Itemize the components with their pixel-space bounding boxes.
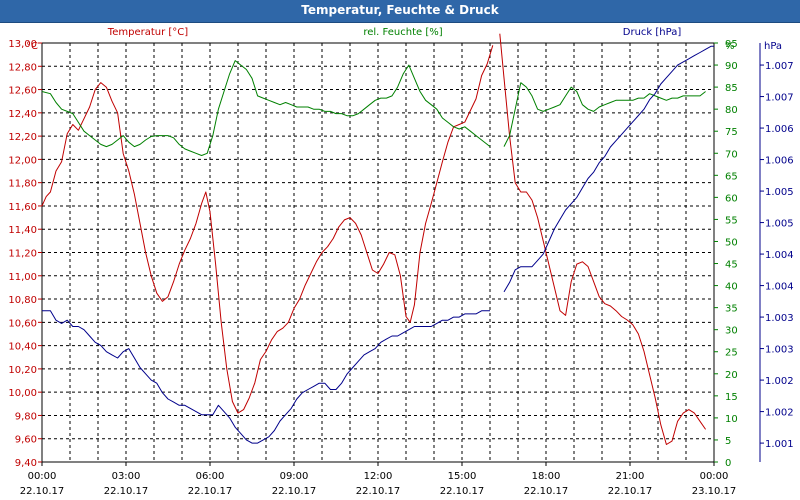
- humidity-series-line: rel. Feuchte [%]: [41, 60, 491, 156]
- humidity-tick-label: 70: [725, 149, 738, 160]
- temperature-tick-label: 11,60: [8, 202, 37, 213]
- x-tick-time: 03:00: [112, 471, 141, 482]
- x-tick-date: 23.10.17: [692, 486, 737, 497]
- pressure-tick-label: 1.003: [765, 313, 794, 324]
- temperature-tick-label: 11,40: [8, 225, 37, 236]
- humidity-tick-label: 30: [725, 326, 738, 337]
- humidity-tick-label: 15: [725, 392, 738, 403]
- humidity-tick-label: 20: [725, 370, 738, 381]
- x-tick-date: 22.10.17: [608, 486, 653, 497]
- temperature-tick-label: 11,00: [8, 272, 37, 283]
- pressure-tick-label: 1.006: [765, 124, 794, 135]
- x-tick-time: 09:00: [280, 471, 309, 482]
- pressure-tick-label: 1.004: [765, 282, 794, 293]
- temperature-tick-label: 10,40: [8, 342, 37, 353]
- humidity-tick-label: 60: [725, 193, 738, 204]
- pressure-tick-label: 1.002: [765, 376, 794, 387]
- pressure-tick-label: 1.003: [765, 345, 794, 356]
- humidity-tick-label: 50: [725, 237, 738, 248]
- temperature-tick-label: 12,80: [8, 62, 37, 73]
- x-tick-time: 00:00: [28, 471, 57, 482]
- x-tick-date: 22.10.17: [20, 486, 65, 497]
- humidity-tick-label: 55: [725, 215, 738, 226]
- temperature-tick-label: 11,20: [8, 249, 37, 260]
- temperature-tick-label: 11,80: [8, 179, 37, 190]
- pressure-axis-label: Druck [hPa]: [623, 27, 682, 38]
- title-bar: Temperatur, Feuchte & Druck: [0, 0, 800, 23]
- humidity-tick-label: 65: [725, 171, 738, 182]
- pressure-tick-label: 1.001: [765, 439, 794, 450]
- humidity-axis-label: rel. Feuchte [%]: [363, 27, 442, 38]
- window-title: Temperatur, Feuchte & Druck: [301, 3, 499, 17]
- pressure-unit: hPa: [764, 41, 782, 52]
- grid: [42, 42, 714, 463]
- x-tick-time: 18:00: [532, 471, 561, 482]
- pressure-tick-label: 1.006: [765, 156, 794, 167]
- temperature-series-line: Temperatur [°C]: [499, 33, 707, 445]
- x-tick-time: 15:00: [448, 471, 477, 482]
- humidity-unit: %: [725, 41, 735, 52]
- temperature-tick-label: 9,60: [15, 435, 37, 446]
- x-tick-date: 22.10.17: [104, 486, 149, 497]
- humidity-tick-label: 0: [725, 458, 731, 469]
- humidity-tick-label: 90: [725, 61, 738, 72]
- humidity-tick-label: 45: [725, 260, 738, 271]
- humidity-tick-label: 35: [725, 304, 738, 315]
- temperature-tick-label: 9,80: [15, 411, 37, 422]
- pressure-tick-label: 1.004: [765, 250, 794, 261]
- pressure-tick-label: 1.002: [765, 408, 794, 419]
- temperature-series-line: Temperatur [°C]: [41, 45, 494, 414]
- temperature-tick-label: 12,20: [8, 132, 37, 143]
- pressure-tick-label: 1.007: [765, 93, 794, 104]
- temperature-tick-label: 12,00: [8, 155, 37, 166]
- x-tick-date: 22.10.17: [524, 486, 569, 497]
- pressure-series-line: Druck [hPa]: [503, 45, 714, 293]
- pressure-tick-label: 1.005: [765, 219, 794, 230]
- pressure-series-line: Druck [hPa]: [42, 310, 490, 444]
- temperature-tick-label: 13,00: [8, 39, 37, 50]
- pressure-tick-label: 1.007: [765, 61, 794, 72]
- x-tick-time: 06:00: [196, 471, 225, 482]
- humidity-tick-label: 80: [725, 105, 738, 116]
- x-tick-time: 12:00: [364, 471, 393, 482]
- humidity-tick-label: 40: [725, 282, 738, 293]
- humidity-series-line: rel. Feuchte [%]: [503, 82, 706, 147]
- humidity-tick-label: 25: [725, 348, 738, 359]
- axes: [38, 42, 764, 466]
- humidity-tick-label: 85: [725, 83, 738, 94]
- labels: 9,40 9,60 9,80 10,00 10,20 10,40 10,60 10,80 11,…: [8, 27, 793, 497]
- x-tick-time: 00:00: [700, 471, 729, 482]
- series: Temperatur [°C]Temperatur [°C]rel. Feuch…: [41, 33, 714, 445]
- temperature-axis-label: Temperatur [°C]: [107, 27, 188, 38]
- temperature-unit: °C: [26, 41, 38, 52]
- humidity-tick-label: 5: [725, 436, 731, 447]
- temperature-tick-label: 10,20: [8, 365, 37, 376]
- pressure-tick-label: 1.005: [765, 187, 794, 198]
- temperature-tick-label: 10,00: [8, 388, 37, 399]
- temperature-tick-label: 9,40: [15, 458, 37, 469]
- x-tick-date: 22.10.17: [188, 486, 233, 497]
- temperature-tick-label: 12,40: [8, 109, 37, 120]
- temperature-tick-label: 12,60: [8, 86, 37, 97]
- humidity-tick-label: 95: [725, 39, 738, 50]
- temperature-tick-label: 10,80: [8, 295, 37, 306]
- x-tick-date: 22.10.17: [272, 486, 317, 497]
- x-tick-date: 22.10.17: [440, 486, 485, 497]
- humidity-tick-label: 75: [725, 127, 738, 138]
- temperature-tick-label: 10,60: [8, 318, 37, 329]
- x-tick-time: 21:00: [616, 471, 645, 482]
- humidity-tick-label: 10: [725, 414, 738, 425]
- x-tick-date: 22.10.17: [356, 486, 401, 497]
